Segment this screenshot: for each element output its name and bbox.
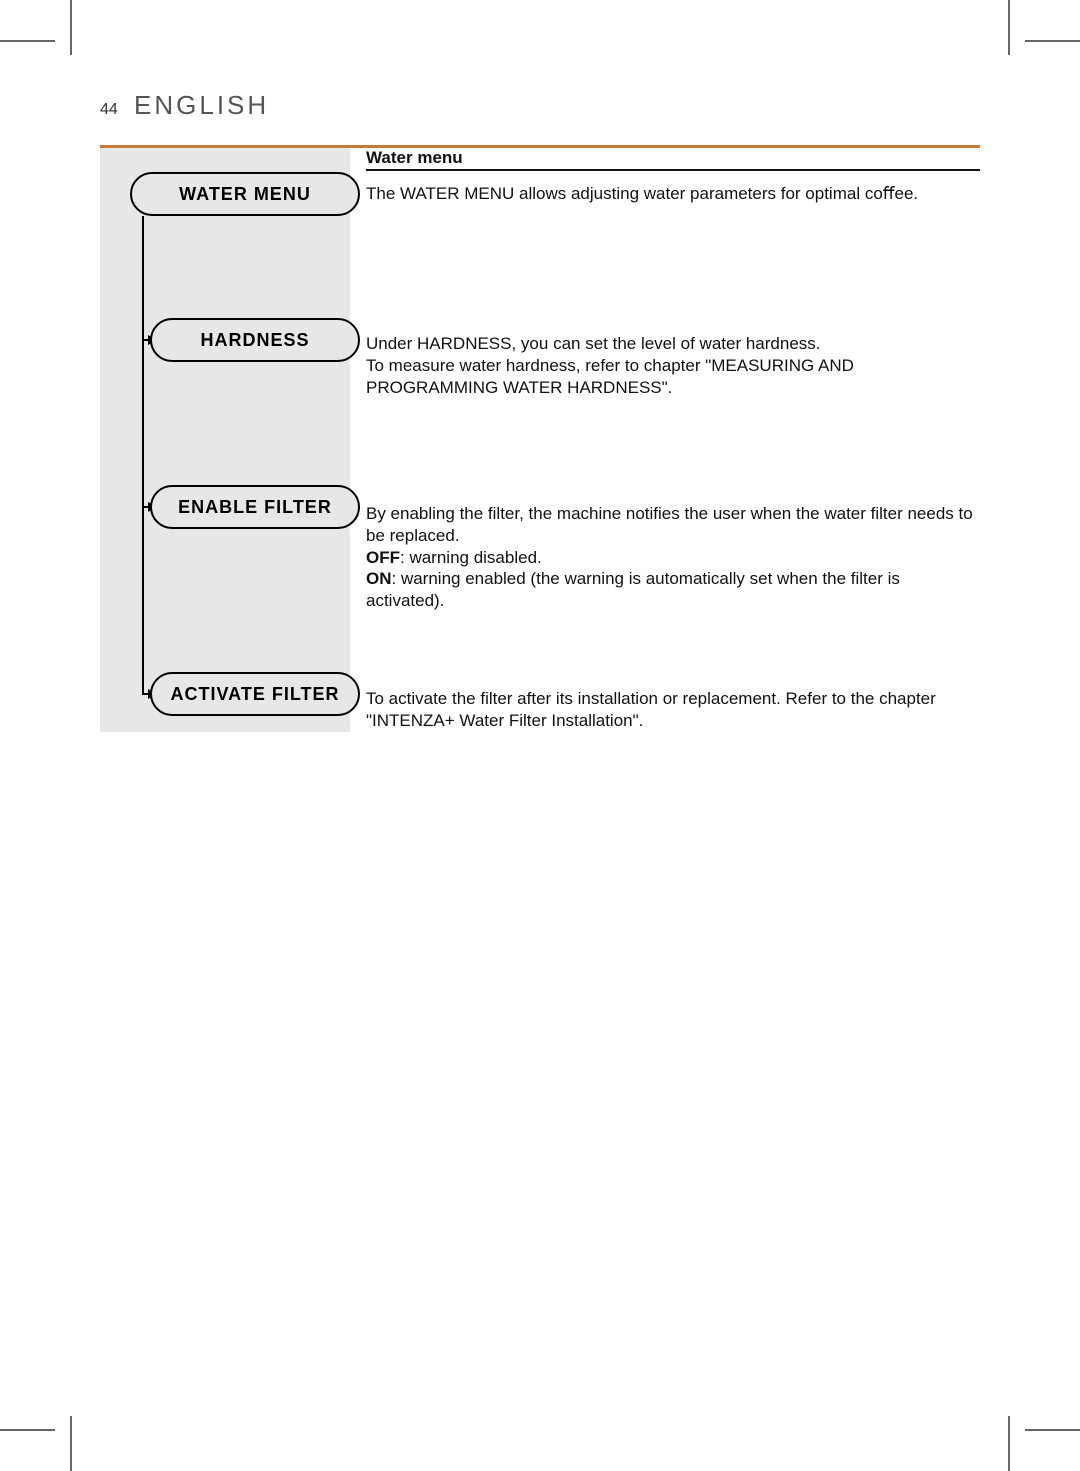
description-column: Water menu The WATER MENU allows adjusti… — [350, 148, 980, 732]
section-title: Water menu — [366, 148, 980, 171]
intro-text: The WATER MENU allows adjusting water pa… — [366, 183, 980, 333]
activate-filter-description: To activate the ﬁlter after its installa… — [366, 688, 980, 732]
menu-pill-label: HARDNESS — [200, 330, 309, 351]
crop-mark — [0, 1429, 55, 1431]
crop-mark — [1025, 40, 1080, 42]
page-header: 44 ENGLISH — [100, 90, 980, 121]
tree-line — [142, 216, 144, 694]
page-language: ENGLISH — [134, 90, 269, 120]
menu-pill-label: ACTIVATE FILTER — [171, 684, 340, 705]
menu-pill-label: WATER MENU — [179, 184, 311, 205]
manual-page: 44 ENGLISH WATER MENU HARDNESS ENABLE FI… — [70, 40, 1010, 1431]
on-text: : warning enabled (the warning is automa… — [366, 569, 900, 610]
menu-pill-label: ENABLE FILTER — [178, 497, 332, 518]
page-number: 44 — [100, 101, 118, 118]
off-label: OFF — [366, 548, 400, 567]
text-line: OFF: warning disabled. — [366, 547, 980, 569]
menu-pill-activate-filter: ACTIVATE FILTER — [150, 672, 360, 716]
menu-pill-enable-filter: ENABLE FILTER — [150, 485, 360, 529]
text-line: Under HARDNESS, you can set the level of… — [366, 333, 980, 355]
text-line: To measure water hardness, refer to chap… — [366, 355, 980, 399]
enable-filter-description: By enabling the ﬁlter, the machine notiﬁ… — [366, 503, 980, 688]
off-text: : warning disabled. — [400, 548, 542, 567]
content-wrap: WATER MENU HARDNESS ENABLE FILTER ACTIVA… — [100, 148, 980, 732]
crop-mark — [0, 40, 55, 42]
menu-pill-hardness: HARDNESS — [150, 318, 360, 362]
crop-mark — [1025, 1429, 1080, 1431]
text-line: By enabling the ﬁlter, the machine notiﬁ… — [366, 503, 980, 547]
text-line: ON: warning enabled (the warning is auto… — [366, 568, 980, 612]
hardness-description: Under HARDNESS, you can set the level of… — [366, 333, 980, 503]
menu-tree-sidebar: WATER MENU HARDNESS ENABLE FILTER ACTIVA… — [100, 148, 350, 732]
on-label: ON — [366, 569, 392, 588]
menu-pill-root: WATER MENU — [130, 172, 360, 216]
